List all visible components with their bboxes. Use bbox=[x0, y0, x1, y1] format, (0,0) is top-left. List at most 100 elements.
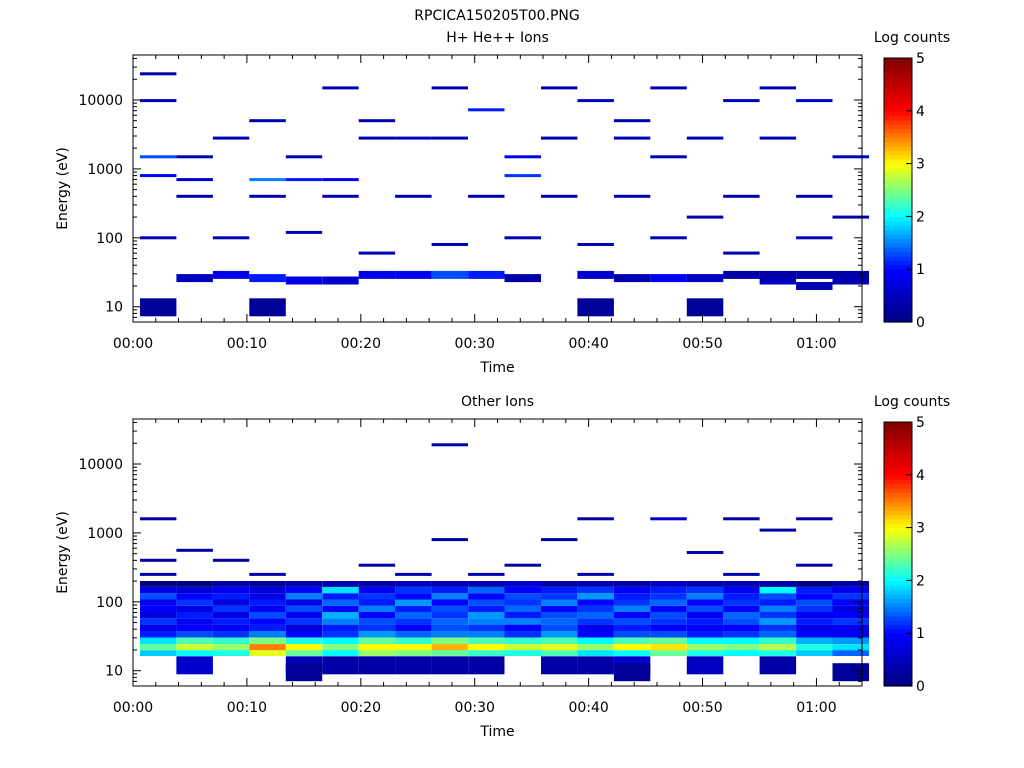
heatmap-cell bbox=[322, 618, 359, 625]
heatmap-cell bbox=[723, 618, 760, 625]
colorbar-segment bbox=[884, 492, 912, 498]
colorbar-segment bbox=[884, 461, 912, 467]
heatmap-cell bbox=[249, 630, 286, 638]
heatmap-cell bbox=[759, 605, 797, 612]
y-tick-label: 10 bbox=[105, 664, 123, 680]
heatmap-cell bbox=[723, 517, 760, 521]
heatmap-cell bbox=[832, 630, 869, 638]
colorbar-segment bbox=[884, 286, 912, 292]
heatmap-cell bbox=[541, 644, 578, 651]
heatmap-cell bbox=[140, 637, 177, 644]
heatmap-cell bbox=[759, 276, 797, 285]
colorbar-segment bbox=[884, 452, 912, 458]
heatmap-cell bbox=[577, 637, 614, 644]
heatmap-cell bbox=[468, 581, 505, 587]
colorbar-tick-label: 5 bbox=[916, 415, 925, 431]
heatmap-cell bbox=[723, 612, 760, 619]
heatmap-cell bbox=[358, 136, 396, 140]
heatmap-cell bbox=[395, 136, 432, 140]
colorbar-tick-label: 1 bbox=[916, 262, 925, 278]
heatmap-cell bbox=[541, 587, 578, 594]
heatmap-cell bbox=[832, 612, 869, 619]
heatmap-cell bbox=[395, 605, 432, 612]
colorbar-frame bbox=[883, 57, 913, 323]
heatmap-cell bbox=[431, 618, 468, 625]
heatmap-cell bbox=[322, 605, 359, 612]
heatmap-cell bbox=[322, 194, 359, 198]
colorbar-segment bbox=[884, 198, 912, 204]
heatmap-cell bbox=[212, 136, 250, 140]
heatmap-cell bbox=[212, 605, 250, 612]
heatmap-cell bbox=[140, 581, 177, 587]
heatmap-cell bbox=[796, 605, 833, 612]
heatmap-cell bbox=[650, 650, 687, 656]
colorbar-segment bbox=[884, 598, 912, 603]
heatmap-cell bbox=[613, 612, 651, 619]
heatmap-cell bbox=[541, 618, 578, 625]
colorbar-tick-label: 5 bbox=[916, 51, 925, 67]
heatmap-cell bbox=[212, 644, 250, 651]
heatmap-cell bbox=[322, 630, 359, 638]
heatmap-cell bbox=[686, 644, 724, 651]
colorbar-segment bbox=[884, 650, 912, 656]
heatmap-cell bbox=[468, 618, 505, 625]
heatmap-cell bbox=[212, 581, 250, 587]
heatmap-cell bbox=[285, 178, 323, 182]
heatmap-cell bbox=[832, 155, 869, 159]
heatmap-cell bbox=[176, 155, 213, 159]
heatmap-cell bbox=[504, 599, 541, 606]
heatmap-cell bbox=[759, 581, 797, 587]
colorbar-segment bbox=[884, 150, 912, 156]
colorbar-segment bbox=[884, 216, 912, 222]
colorbar-segment bbox=[884, 457, 912, 463]
heatmap-cell bbox=[686, 630, 724, 638]
heatmap-cell bbox=[613, 136, 651, 140]
colorbar-frame bbox=[883, 421, 913, 687]
heatmap-cell bbox=[431, 587, 468, 594]
heatmap-cell bbox=[577, 517, 614, 521]
heatmap-cell bbox=[504, 581, 541, 587]
heatmap-cell bbox=[468, 650, 505, 656]
heatmap-cell bbox=[358, 593, 396, 600]
colorbar-segment bbox=[884, 527, 912, 533]
heatmap-cell bbox=[285, 155, 323, 159]
heatmap-cell bbox=[723, 630, 760, 638]
heatmap-cell bbox=[322, 612, 359, 619]
heatmap-cell bbox=[358, 563, 396, 567]
colorbar-segment bbox=[884, 589, 912, 595]
heatmap-cell bbox=[541, 656, 578, 675]
heatmap-cell bbox=[577, 624, 614, 631]
heatmap-cell bbox=[796, 599, 833, 606]
colorbar-segment bbox=[884, 304, 912, 310]
heatmap-cell bbox=[759, 136, 797, 140]
colorbar-segment bbox=[884, 646, 912, 652]
heatmap-cell bbox=[723, 194, 760, 198]
heatmap-cell bbox=[541, 581, 578, 587]
heatmap-cell bbox=[358, 599, 396, 606]
colorbar-segment bbox=[884, 220, 912, 226]
heatmap-cell bbox=[759, 587, 797, 594]
heatmap-cell bbox=[613, 663, 651, 682]
heatmap-cell bbox=[686, 612, 724, 619]
heatmap-cell bbox=[358, 587, 396, 594]
colorbar-segment bbox=[884, 269, 912, 275]
heatmap-cells bbox=[140, 72, 869, 317]
colorbar-segment bbox=[884, 66, 912, 72]
heatmap-cell bbox=[759, 599, 797, 606]
heatmap-cell bbox=[249, 644, 286, 651]
colorbar-segment bbox=[884, 308, 912, 314]
heatmap-cell bbox=[577, 270, 614, 279]
heatmap-cell bbox=[541, 605, 578, 612]
heatmap-cell bbox=[431, 650, 468, 656]
heatmap-cell bbox=[431, 599, 468, 606]
y-tick-label: 10 bbox=[105, 300, 123, 316]
colorbar-segment bbox=[884, 137, 912, 143]
heatmap-cell bbox=[322, 86, 359, 90]
heatmap-cell bbox=[468, 605, 505, 612]
heatmap-cell bbox=[249, 637, 286, 644]
heatmap-cell bbox=[541, 637, 578, 644]
colorbar-segment bbox=[884, 593, 912, 599]
colorbar-segment bbox=[884, 483, 912, 489]
heatmap-cell bbox=[322, 587, 359, 594]
heatmap-cell bbox=[577, 593, 614, 600]
